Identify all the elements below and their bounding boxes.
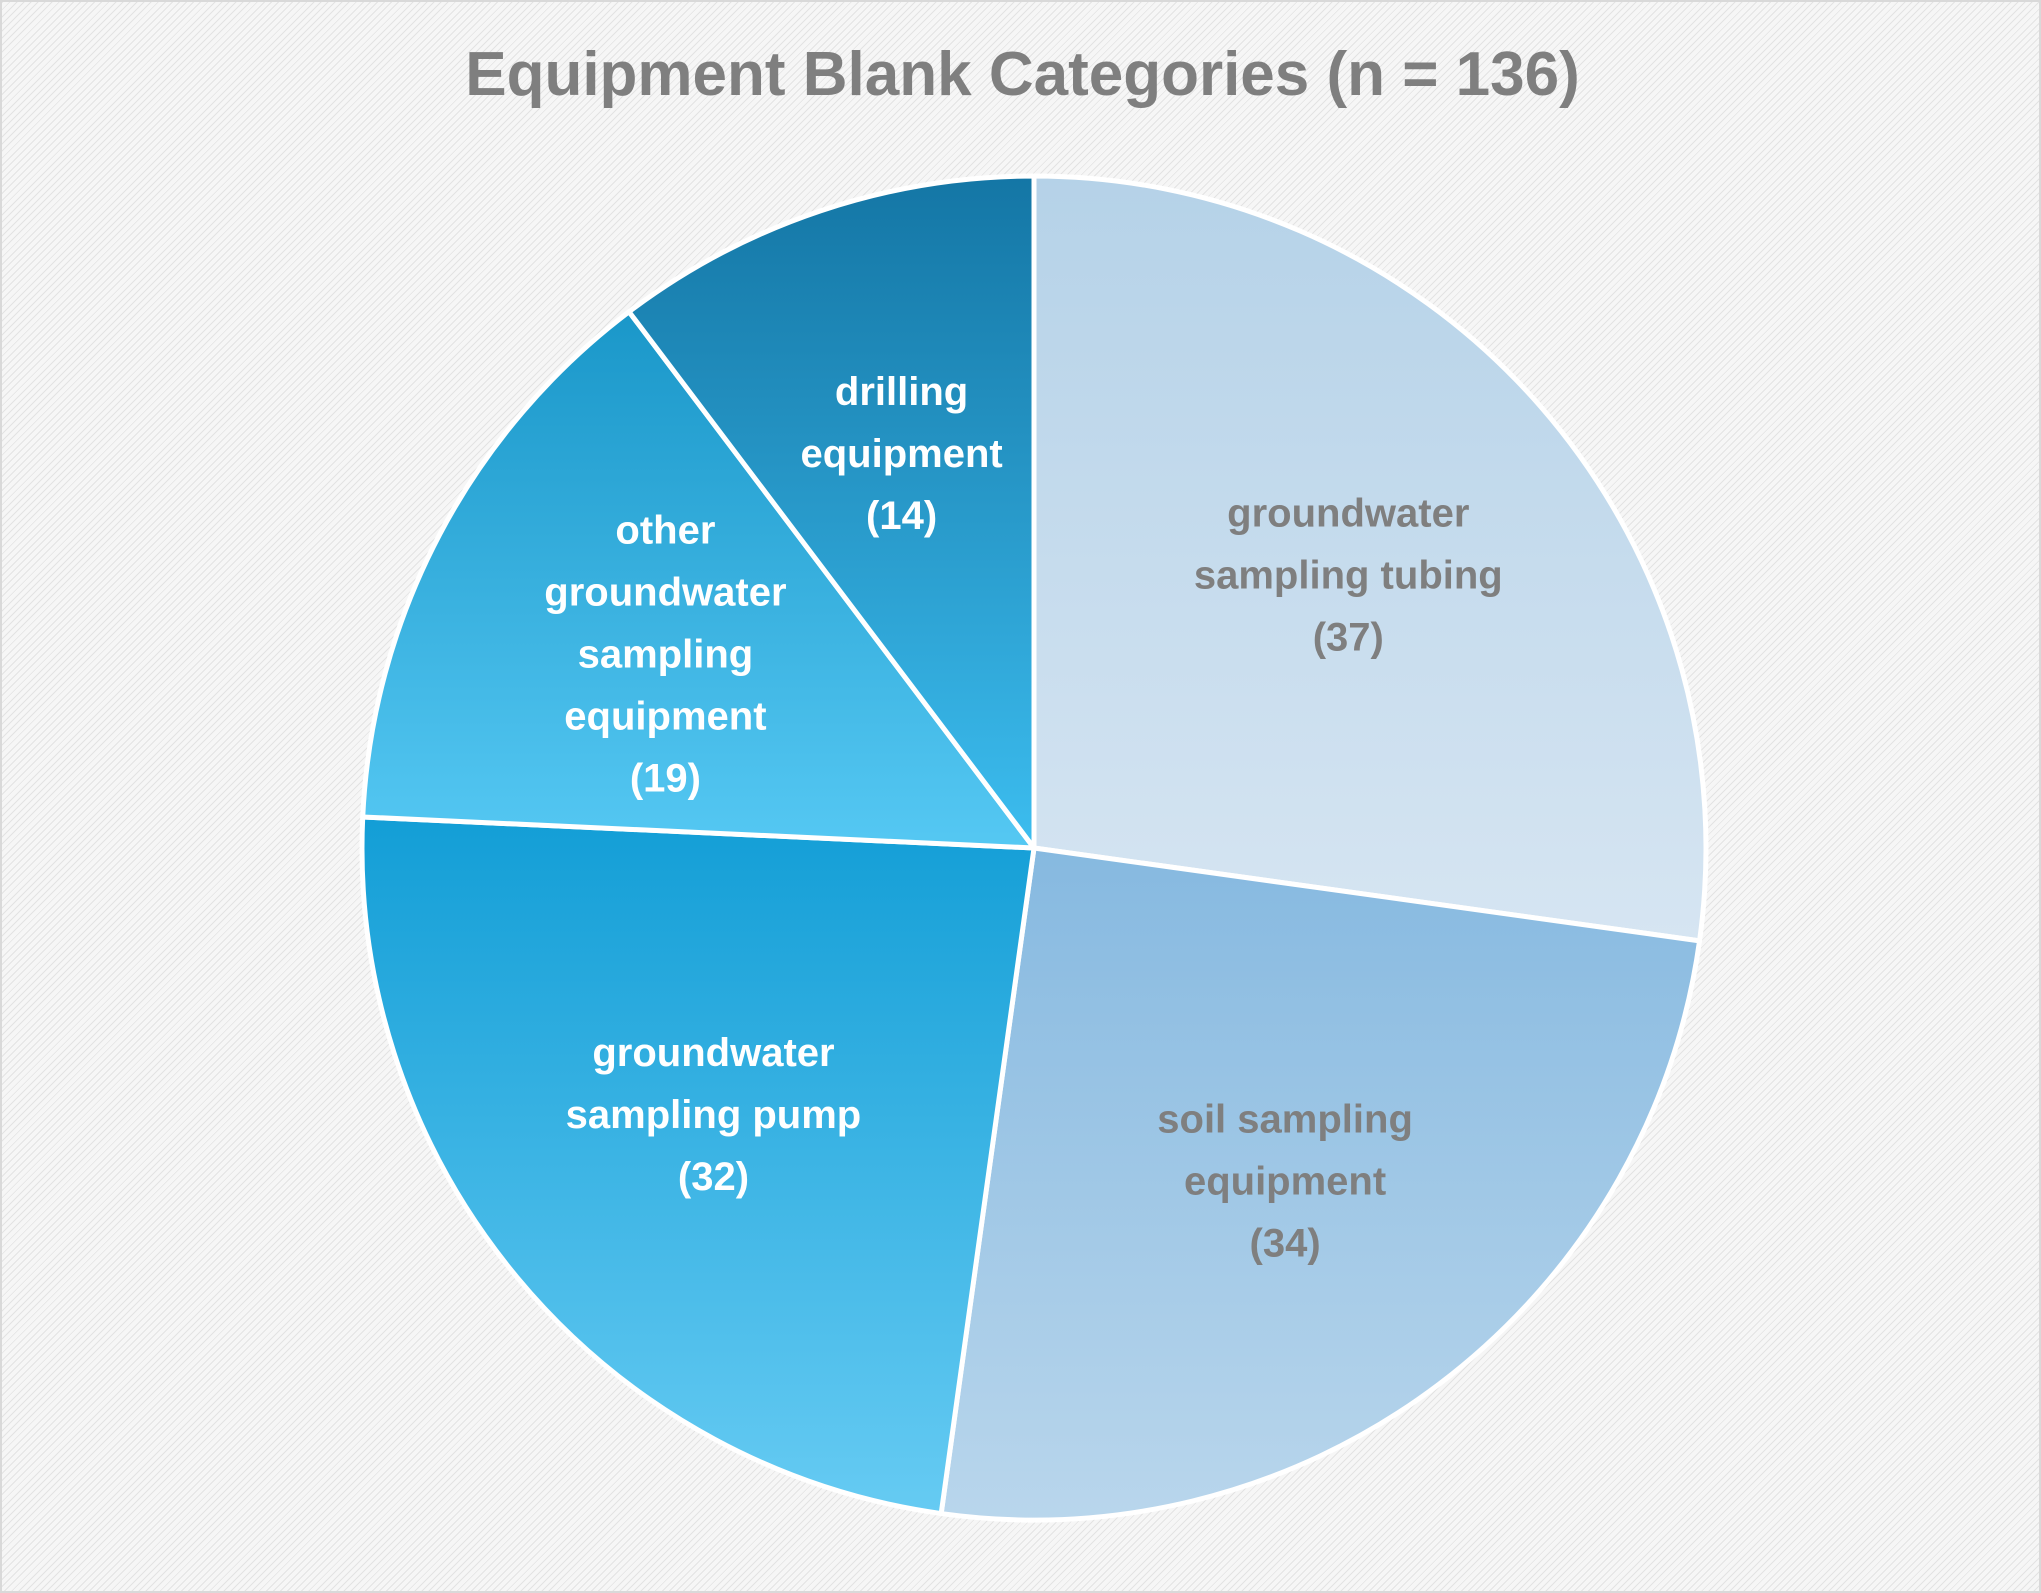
slice-label-0: groundwater sampling tubing (37): [1194, 491, 1503, 659]
chart-title: Equipment Blank Categories (n = 136): [465, 40, 1580, 109]
slice-label-line: groundwater: [1227, 491, 1469, 535]
slice-label-line: sampling tubing: [1194, 553, 1503, 597]
slice-label-line: equipment: [564, 695, 766, 739]
slice-label-line: groundwater: [544, 571, 786, 615]
slice-label-line: (37): [1313, 615, 1384, 659]
slice-label-line: (34): [1250, 1221, 1321, 1265]
slice-label-line: equipment: [800, 432, 1002, 476]
slice-label-2: groundwater sampling pump (32): [566, 1031, 862, 1199]
slice-label-line: (19): [630, 757, 701, 801]
slice-label-line: (14): [866, 494, 937, 538]
pie-slices: [359, 173, 1709, 1523]
pie-slice-3: [360, 309, 1037, 851]
slice-label-1: soil sampling equipment (34): [1157, 1097, 1413, 1265]
slice-label-line: equipment: [1184, 1159, 1386, 1203]
slice-label-line: drilling: [835, 370, 968, 414]
pie-slice-0: [1031, 173, 1709, 944]
slice-label-3: other groundwater sampling equipment (19): [544, 509, 786, 801]
slice-label-line: sampling pump: [566, 1093, 862, 1137]
slice-label-line: groundwater: [592, 1031, 834, 1075]
pie-slice-2: [359, 814, 1037, 1517]
slice-label-line: soil sampling: [1157, 1097, 1413, 1141]
pie-labels: groundwater sampling tubing (37) soil sampl…: [544, 370, 1502, 1266]
slice-label-line: sampling: [578, 633, 754, 677]
pie-slice-1: [938, 845, 1703, 1523]
slice-label-4: drilling equipment (14): [800, 370, 1002, 538]
slice-label-line: other: [615, 509, 715, 553]
slice-label-line: (32): [678, 1155, 749, 1199]
pie-slice-4: [626, 173, 1037, 851]
